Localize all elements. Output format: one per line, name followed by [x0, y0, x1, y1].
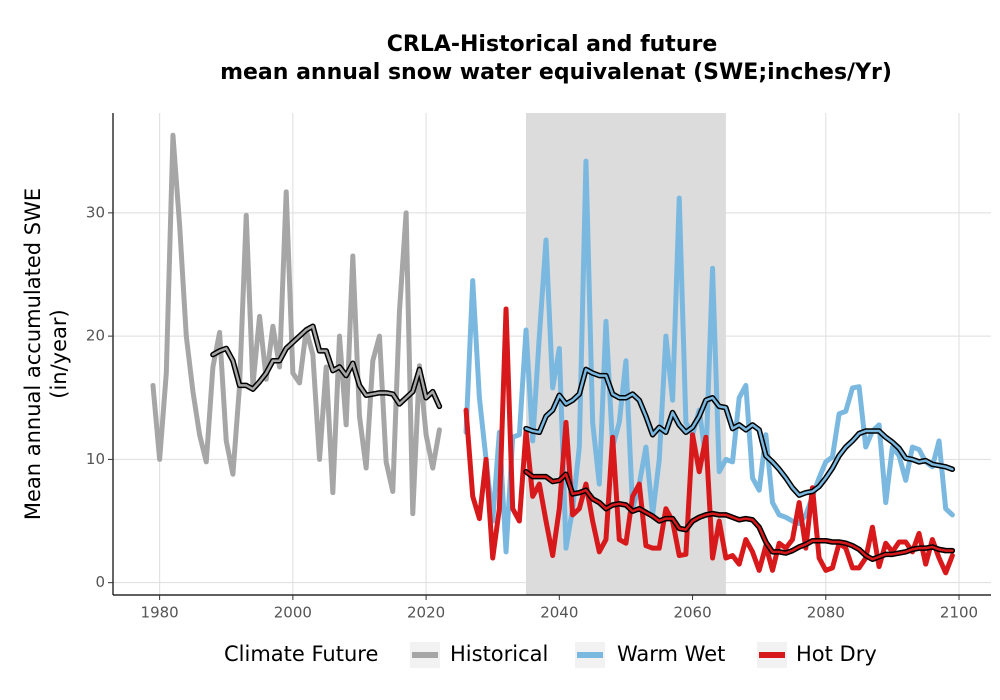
- trend-line: [524, 368, 954, 497]
- trend-line: [211, 325, 441, 408]
- x-tick-label: 1980: [141, 604, 179, 622]
- y-axis-label: (in/year): [47, 309, 71, 398]
- x-tick-label: 2100: [940, 604, 978, 622]
- trend-line: [524, 470, 954, 561]
- x-tick-label: 2020: [407, 604, 445, 622]
- chart-title: CRLA-Historical and future: [387, 32, 718, 57]
- x-tick-label: 2040: [540, 604, 578, 622]
- legend-title: Climate Future: [224, 642, 378, 666]
- y-tick-label: 10: [86, 450, 105, 468]
- y-tick-label: 20: [86, 327, 105, 345]
- y-tick-label: 0: [95, 573, 105, 591]
- legend-label: Warm Wet: [617, 642, 725, 666]
- x-tick-label: 2000: [274, 604, 312, 622]
- x-tick-label: 2080: [807, 604, 845, 622]
- series-line: [463, 306, 955, 576]
- legend-label: Historical: [450, 642, 548, 666]
- x-tick-label: 2060: [673, 604, 711, 622]
- legend-label: Hot Dry: [796, 642, 877, 666]
- series-line: [150, 132, 442, 517]
- y-axis-label: Mean annual accumulated SWE: [21, 188, 45, 520]
- y-tick-label: 30: [86, 203, 105, 221]
- chart-title: mean annual snow water equivalenat (SWE;…: [220, 60, 892, 85]
